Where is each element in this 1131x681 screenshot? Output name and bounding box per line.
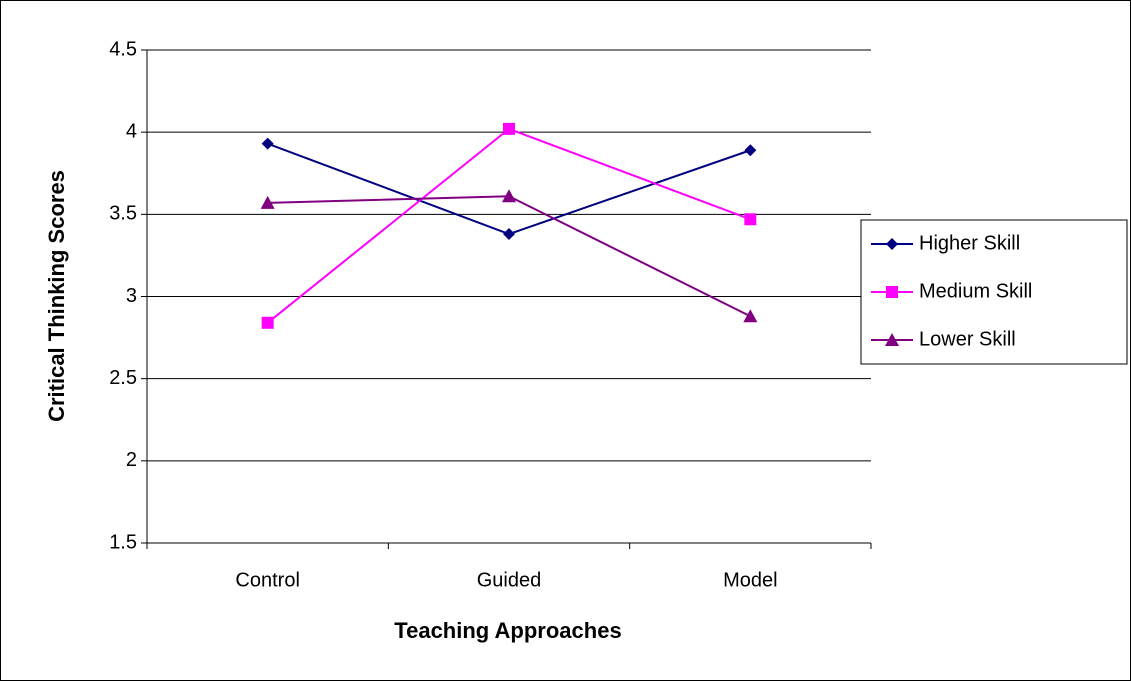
y-tick-label: 4 <box>126 120 137 142</box>
legend-label: Higher Skill <box>919 232 1020 254</box>
y-tick-label: 2 <box>126 449 137 471</box>
x-tick-label: Model <box>723 569 777 591</box>
marker <box>744 144 757 157</box>
marker <box>503 228 515 241</box>
y-tick-label: 3.5 <box>109 203 137 225</box>
marker <box>886 286 898 298</box>
marker <box>744 213 757 226</box>
marker <box>260 195 275 209</box>
y-tick-label: 3 <box>126 285 137 307</box>
y-tick-label: 2.5 <box>109 367 137 389</box>
marker <box>885 333 899 346</box>
y-tick-label: 1.5 <box>109 531 137 553</box>
marker <box>886 238 898 250</box>
x-axis-title: Teaching Approaches <box>394 618 621 643</box>
marker <box>261 137 274 150</box>
y-axis-title: Critical Thinking Scores <box>44 170 69 422</box>
y-tick-label: 4.5 <box>109 38 137 60</box>
legend-label: Medium Skill <box>919 280 1032 302</box>
x-tick-label: Guided <box>477 569 542 591</box>
legend-label: Lower Skill <box>919 328 1016 350</box>
marker <box>261 316 274 329</box>
marker <box>502 189 516 203</box>
marker <box>743 309 758 323</box>
x-tick-label: Control <box>235 569 299 591</box>
marker <box>503 122 515 135</box>
